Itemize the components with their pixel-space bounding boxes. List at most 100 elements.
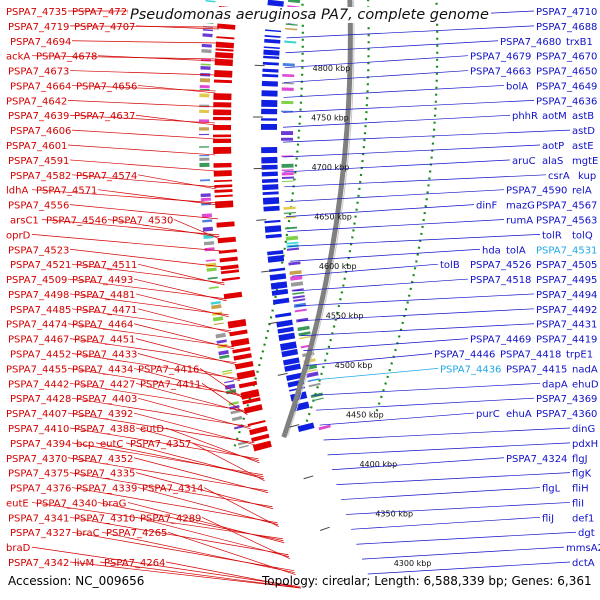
gene-label-left: oprD [6, 230, 31, 241]
gene-leader-right [283, 85, 505, 98]
gene-label-left: PSPA7_4678 [36, 52, 97, 63]
gene-feature [261, 99, 278, 107]
gene-label-left: PSPA7_4407 [6, 409, 67, 420]
gene-label-left: PSPA7_4452 [10, 350, 71, 361]
gc-track-3 [374, 0, 439, 414]
gene-feature [297, 422, 315, 432]
gene-label-right: alaS [542, 156, 563, 167]
gene-leader-left [133, 368, 244, 398]
gene-leader-left [125, 442, 265, 480]
gene-feature [262, 178, 279, 183]
gene-feature [262, 184, 279, 191]
gene-leader-left [71, 85, 216, 92]
gene-feature [214, 58, 233, 67]
gene-label-right: PSPA7_4567 [536, 201, 597, 212]
gene-leader-left [71, 442, 263, 476]
gene-leader-left [133, 412, 255, 446]
cog-feature [224, 380, 235, 384]
scale-label: 4600 kbp [319, 262, 357, 271]
gene-feature [272, 297, 290, 305]
gene-feature [262, 61, 279, 66]
gene-leader-right [283, 129, 571, 143]
gene-label-left: PSPA7_4639 [8, 111, 69, 122]
gene-label-right: PSPA7_4680 [500, 37, 561, 48]
gene-feature [213, 134, 232, 138]
scale-tick [320, 526, 330, 531]
gene-leader-left [67, 323, 234, 348]
gene-feature [264, 219, 281, 224]
gene-leader-right [300, 323, 535, 337]
gene-feature [213, 170, 232, 177]
gene-feature [267, 255, 285, 263]
gene-leader-right [291, 263, 439, 277]
gene-feature [264, 35, 281, 38]
gene-leader-right [336, 472, 571, 485]
gene-label-left: PSPA7_4656 [76, 81, 137, 92]
cog-feature [199, 162, 210, 168]
gene-label-right: tolQ [572, 230, 593, 241]
genome-backbone [281, 0, 353, 438]
gene-leader-left [69, 338, 237, 364]
cog-feature [199, 109, 210, 114]
cog-feature [200, 63, 211, 66]
gene-feature [220, 269, 240, 275]
gene-feature [215, 48, 234, 52]
scale-tick [256, 219, 267, 221]
gene-label-right: mmsA2 [566, 543, 600, 554]
gene-feature [238, 380, 258, 389]
gene-feature [270, 281, 288, 290]
cog-feature [299, 335, 312, 340]
cog-feature [284, 226, 298, 230]
gene-label-right: trxB1 [566, 37, 593, 48]
gene-label-left: bcp [76, 439, 94, 450]
cog-feature [199, 154, 210, 157]
gene-label-right: PSPA7_4324 [506, 454, 567, 465]
gene-label-right: tolA [506, 245, 526, 256]
gene-feature [213, 116, 232, 121]
scale-label: 4400 kbp [359, 460, 397, 469]
scale-label: 4800 kbp [313, 64, 351, 73]
cog-feature [297, 325, 310, 332]
gene-label-left: PSPA7_4606 [10, 126, 71, 137]
cog-feature [199, 179, 211, 182]
gene-label-right: ehuA [506, 409, 532, 420]
cog-feature [199, 133, 210, 136]
gene-feature [220, 264, 239, 271]
gene-label-left: PSPA7_4571 [36, 186, 97, 197]
gene-leader-left [203, 487, 279, 528]
gene-leader-left [67, 144, 216, 156]
gene-label-left: PSPA7_4265 [106, 528, 167, 539]
gene-label-right: PSPA7_4469 [470, 335, 531, 346]
cog-feature [215, 332, 226, 339]
cog-feature [304, 364, 318, 371]
gene-label-right: PSPA7_4418 [500, 350, 561, 361]
gene-feature [263, 55, 280, 60]
cog-feature [282, 180, 295, 182]
gene-label-right: PSPA7_4688 [536, 22, 597, 33]
gene-label-right: PSPA7_4650 [536, 67, 597, 78]
gene-label-left: PSPA7_4289 [140, 513, 201, 524]
gene-leader-left [137, 487, 279, 526]
gene-leader-right [341, 487, 541, 500]
cog-feature [199, 146, 210, 148]
gene-leader-left [71, 397, 251, 428]
cog-feature [311, 397, 324, 402]
gene-label-left: PSPA7_4442 [8, 379, 69, 390]
cog-feature [199, 85, 210, 89]
scale-tick [254, 64, 265, 67]
cog-feature [205, 0, 216, 3]
gene-label-left: PSPA7_4474 [6, 320, 67, 331]
gene-leader-left [107, 219, 220, 238]
gene-leader-right [361, 546, 565, 560]
gene-label-right: flgL [542, 484, 561, 495]
gene-label-right: dgt [578, 528, 595, 539]
gene-label-right: astE [572, 141, 594, 152]
cog-feature [205, 262, 217, 268]
gene-feature [263, 46, 280, 49]
gene-feature [264, 38, 281, 44]
gene-label-left: eutC [100, 439, 123, 450]
gene-feature [213, 162, 232, 168]
gene-label-right: fliJ [542, 513, 554, 524]
gene-leader-left [133, 323, 235, 350]
cog-feature [199, 93, 210, 98]
